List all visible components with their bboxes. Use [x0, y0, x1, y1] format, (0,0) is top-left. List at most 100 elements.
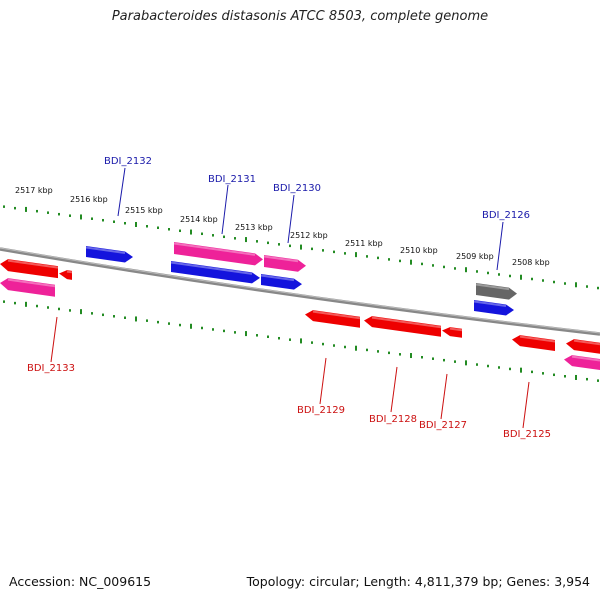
gene-label[interactable]: BDI_2127	[419, 420, 467, 431]
gene-bdi-2125	[512, 335, 555, 352]
gene-bdi-2130-pink-highlight	[263, 255, 299, 263]
gene-red-left	[0, 259, 58, 279]
major-tick	[575, 374, 577, 380]
minor-tick	[47, 306, 49, 309]
minor-tick	[366, 255, 368, 258]
minor-tick	[553, 280, 555, 284]
minor-tick	[531, 277, 533, 281]
minor-tick	[344, 252, 346, 255]
minor-tick	[289, 244, 291, 248]
minor-tick	[454, 267, 456, 270]
reverse-gene-leaders	[50, 316, 530, 429]
minor-tick	[91, 217, 93, 220]
gene-bdi-2127	[442, 327, 462, 338]
minor-tick	[377, 350, 379, 353]
minor-tick	[234, 237, 236, 240]
kbp-label: 2514 kbp	[180, 215, 218, 224]
minor-tick	[311, 247, 313, 251]
genome-backbone	[0, 247, 600, 336]
minor-tick	[201, 326, 203, 330]
genome-summary-text: Topology: circular; Length: 4,811,379 bp…	[246, 574, 590, 589]
minor-tick	[223, 235, 225, 239]
gene-bdi-2131-blue	[171, 261, 260, 284]
gene-red-small	[59, 270, 72, 280]
minor-tick	[267, 335, 269, 339]
major-tick	[410, 259, 412, 265]
minor-tick	[58, 212, 60, 216]
gene-bdi-2133	[0, 278, 55, 297]
gene-red-small-highlight	[66, 270, 73, 274]
gene-label[interactable]: BDI_2126	[482, 210, 530, 221]
kbp-label: 2512 kbp	[290, 231, 328, 240]
gene-label[interactable]: BDI_2133	[27, 363, 75, 374]
gene-bdi-2128-highlight	[371, 316, 442, 329]
minor-tick	[333, 250, 335, 254]
minor-tick	[14, 301, 16, 305]
major-tick	[465, 267, 467, 273]
minor-tick	[399, 259, 401, 263]
leader-line	[287, 194, 295, 244]
gene-bdi-2133-highlight	[7, 278, 56, 288]
major-tick	[245, 331, 247, 337]
major-tick	[80, 309, 82, 315]
gene-label[interactable]: BDI_2129	[297, 405, 345, 416]
kbp-label: 2516 kbp	[70, 195, 108, 204]
minor-tick	[113, 220, 115, 223]
minor-tick	[146, 225, 148, 228]
minor-tick	[476, 363, 478, 366]
major-tick	[245, 237, 247, 243]
minor-tick	[278, 336, 280, 340]
kbp-label: 2508 kbp	[512, 258, 550, 267]
major-tick	[300, 244, 302, 250]
minor-tick	[311, 341, 313, 344]
minor-tick	[58, 307, 60, 311]
gene-red-right-highlight	[573, 339, 600, 346]
minor-tick	[542, 279, 544, 282]
gene-bdi-2132	[86, 246, 133, 263]
minor-tick	[36, 209, 38, 213]
major-tick	[465, 360, 467, 366]
major-tick	[190, 323, 192, 329]
gene-label[interactable]: BDI_2130	[273, 183, 321, 194]
gene-label[interactable]: BDI_2132	[104, 156, 152, 167]
minor-tick	[421, 355, 423, 359]
minor-tick	[509, 367, 511, 371]
minor-tick	[487, 364, 489, 368]
leader-line	[496, 221, 504, 271]
reverse-gene-labels: BDI_2133 BDI_2129 BDI_2128 BDI_2127 BDI_…	[27, 363, 551, 440]
minor-tick	[498, 273, 500, 276]
gene-bdi-2131	[174, 242, 263, 266]
minor-tick	[124, 316, 126, 319]
minor-tick	[289, 338, 291, 341]
minor-tick	[333, 344, 335, 347]
minor-tick	[91, 312, 93, 315]
minor-tick	[3, 300, 5, 303]
minor-tick	[212, 328, 214, 331]
minor-tick	[432, 264, 434, 267]
gene-label[interactable]: BDI_2131	[208, 174, 256, 185]
minor-tick	[157, 320, 159, 324]
minor-tick	[443, 358, 445, 362]
kbp-label: 2511 kbp	[345, 239, 383, 248]
gene-red-right	[566, 339, 600, 354]
minor-tick	[113, 315, 115, 318]
gene-label[interactable]: BDI_2125	[503, 429, 551, 440]
kbp-label: 2510 kbp	[400, 246, 438, 255]
gene-bdi-2126-gray	[476, 283, 517, 300]
major-tick	[25, 301, 27, 307]
gene-bdi-2127-highlight	[449, 327, 463, 332]
map-title: Parabacteroides distasonis ATCC 8503, co…	[111, 9, 489, 24]
minor-tick	[146, 319, 148, 322]
minor-tick	[509, 274, 511, 278]
kbp-labels: 2517 kbp 2516 kbp 2515 kbp 2514 kbp 2513…	[15, 186, 550, 267]
minor-tick	[586, 377, 588, 381]
minor-tick	[223, 329, 225, 333]
minor-tick	[234, 331, 236, 334]
minor-tick	[322, 342, 324, 346]
gene-label[interactable]: BDI_2128	[369, 414, 417, 425]
major-tick	[300, 338, 302, 344]
minor-tick	[179, 323, 181, 327]
major-tick	[520, 274, 522, 280]
minor-tick	[366, 348, 368, 352]
